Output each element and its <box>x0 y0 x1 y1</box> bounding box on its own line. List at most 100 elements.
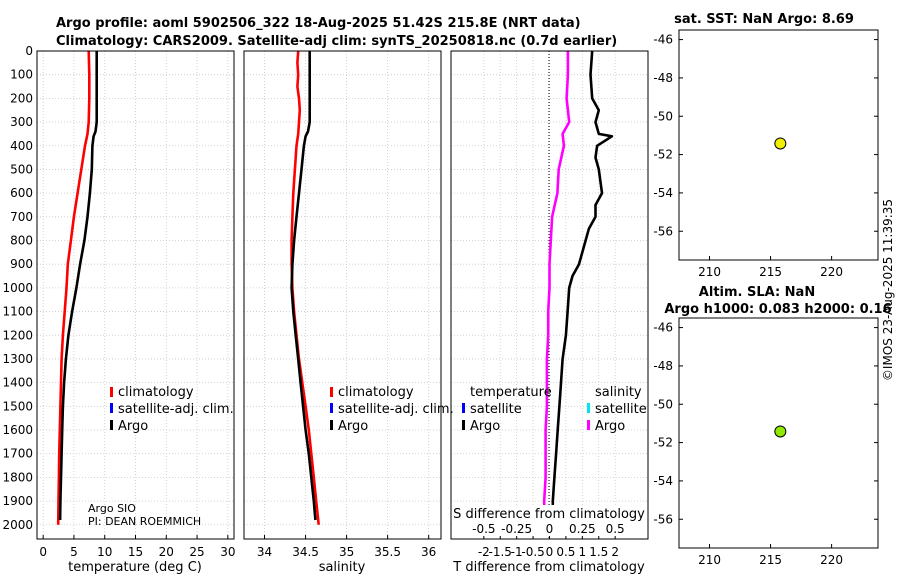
x-tick-label: 35.5 <box>374 545 401 559</box>
x-tick-label: 0 <box>546 545 554 559</box>
depth-tick-label: 800 <box>10 234 33 248</box>
sla-map-frame <box>678 317 879 549</box>
depth-tick-label: 1500 <box>2 399 33 413</box>
salinity-grid <box>244 50 441 539</box>
x-tick-label: 1.5 <box>589 545 608 559</box>
map-x-tick-label: 215 <box>759 265 782 279</box>
legend-climatology-swatch <box>330 387 333 397</box>
depth-tick-label: 700 <box>10 210 33 224</box>
x-tick-label: 1 <box>579 545 587 559</box>
map-y-tick-label: -46 <box>653 321 673 335</box>
pi-text-line1: Argo SIO <box>88 502 136 515</box>
x-tick-label: -1 <box>511 545 523 559</box>
sla-map-points <box>774 425 787 438</box>
map-x-tick-label: 210 <box>698 553 721 567</box>
legend-climatology-label: climatology <box>118 385 194 400</box>
legend-argo-swatch <box>330 420 333 430</box>
depth-tick-label: 1700 <box>2 447 33 461</box>
sdiff-tick-label: 0.5 <box>606 522 625 536</box>
difference-legend: temperature satellite Argo salinity sate… <box>462 385 647 434</box>
legend-t-argo-label: Argo <box>470 419 500 434</box>
x-tick-label: 0.5 <box>556 545 575 559</box>
legend-t-satellite-label: satellite <box>470 402 522 417</box>
x-tick-label: 20 <box>159 545 174 559</box>
sla-map: Altim. SLA: NaN Argo h1000: 0.083 h2000:… <box>653 285 891 567</box>
figure-title-line2: Climatology: CARS2009. Satellite-adj cli… <box>56 34 617 49</box>
series-line-argo <box>58 51 98 521</box>
map-x-tick-label: 215 <box>759 553 782 567</box>
depth-tick-label: 200 <box>10 91 33 105</box>
sdiff-label-background <box>453 505 647 536</box>
x-tick-label: -0.5 <box>521 545 544 559</box>
x-tick-label: 35 <box>339 545 354 559</box>
map-y-tick-label: -54 <box>653 186 673 200</box>
sdiff-tick-labels: -0.5 -0.25 0 0.25 0.5 <box>472 522 625 536</box>
legend-climatology-swatch <box>110 387 113 397</box>
map-x-tick-label: 210 <box>698 265 721 279</box>
salinity-xlabel: salinity <box>319 560 366 575</box>
depth-tick-label: 1000 <box>2 281 33 295</box>
x-tick-label: -1.5 <box>489 545 512 559</box>
salinity-legend: climatology satellite-adj. clim. Argo <box>330 385 454 434</box>
salinity-panel: 34 34.5 35 35.5 36 salinity climatology sate… <box>243 50 454 575</box>
depth-tick-label: 600 <box>10 186 33 200</box>
sla-map-title2: Argo h1000: 0.083 h2000: 0.16 <box>664 302 891 317</box>
depth-tick-label: 100 <box>10 68 33 82</box>
difference-panel: -2-1.5-1-0.5 0 0.5 1 1.5 2 T difference from … <box>450 50 649 575</box>
argo-float-position-marker <box>774 425 787 438</box>
sdiff-tick-label: 0 <box>546 522 554 536</box>
x-tick-label: 34.5 <box>292 545 319 559</box>
map-y-tick-label: -46 <box>653 33 673 47</box>
depth-tick-label: 900 <box>10 257 33 271</box>
legend-t-satellite-swatch <box>462 403 465 413</box>
map-x-tick-label: 220 <box>820 265 843 279</box>
depth-tick-label: 400 <box>10 139 33 153</box>
legend-satellite-swatch <box>330 403 333 413</box>
depth-tick-label: 1400 <box>2 376 33 390</box>
sdiff-tick-label: -0.5 <box>472 522 495 536</box>
temperature-xlabel: temperature (deg C) <box>68 560 202 575</box>
depth-tick-label: 1600 <box>2 423 33 437</box>
x-tick-label: 34 <box>257 545 272 559</box>
sst-map-frame <box>678 29 879 261</box>
sst-map-ticks: 210 215 220 -46 -48 -50 -52 -54 -56 <box>653 33 878 279</box>
temperature-tick-labels: 0 5 10 15 20 25 30 <box>39 535 235 559</box>
legend-s-argo-label: Argo <box>595 419 625 434</box>
sdiff-tick-label: -0.25 <box>501 522 532 536</box>
legend-argo-swatch <box>110 420 113 430</box>
map-y-tick-label: -48 <box>653 71 673 85</box>
map-y-tick-label: -54 <box>653 474 673 488</box>
depth-tick-label: 1900 <box>2 494 33 508</box>
series-line-temperature-argo <box>551 50 614 520</box>
tdiff-xlabel: T difference from climatology <box>452 560 645 575</box>
x-tick-label: 25 <box>189 545 204 559</box>
salinity-frame <box>243 50 442 540</box>
x-tick-label: 36 <box>421 545 436 559</box>
temperature-panel: 0100200300400500600700800900100011001200… <box>2 44 235 575</box>
x-tick-label: 15 <box>128 545 143 559</box>
imos-watermark: ©IMOS 23-Aug-2025 11:39:35 <box>881 199 895 381</box>
map-y-tick-label: -48 <box>653 359 673 373</box>
sst-map-title: sat. SST: NaN Argo: 8.69 <box>674 12 854 27</box>
pi-text-line2: PI: DEAN ROEMMICH <box>88 515 201 528</box>
difference-lines <box>542 50 614 525</box>
series-line-climatology <box>56 50 91 525</box>
depth-tick-label: 500 <box>10 162 33 176</box>
x-tick-label: 30 <box>220 545 235 559</box>
tdiff-tick-labels: -2-1.5-1-0.5 0 0.5 1 1.5 2 <box>478 535 619 559</box>
x-tick-label: 5 <box>70 545 78 559</box>
map-y-tick-label: -56 <box>653 224 673 238</box>
legend-argo-label: Argo <box>338 419 368 434</box>
map-y-tick-label: -56 <box>653 512 673 526</box>
legend-t-argo-swatch <box>462 420 465 430</box>
legend-satellite-swatch <box>110 403 113 413</box>
legend-temperature-title: temperature <box>470 385 552 400</box>
x-tick-label: -2 <box>478 545 490 559</box>
map-x-tick-label: 220 <box>820 553 843 567</box>
figure-title-line1: Argo profile: aoml 5902506_322 18-Aug-20… <box>56 16 581 31</box>
series-line-climatology <box>290 50 320 525</box>
sla-map-ticks: 210 215 220 -46 -48 -50 -52 -54 -56 <box>653 321 878 567</box>
series-line-salinity-argo <box>542 51 571 525</box>
salinity-lines <box>290 50 320 525</box>
